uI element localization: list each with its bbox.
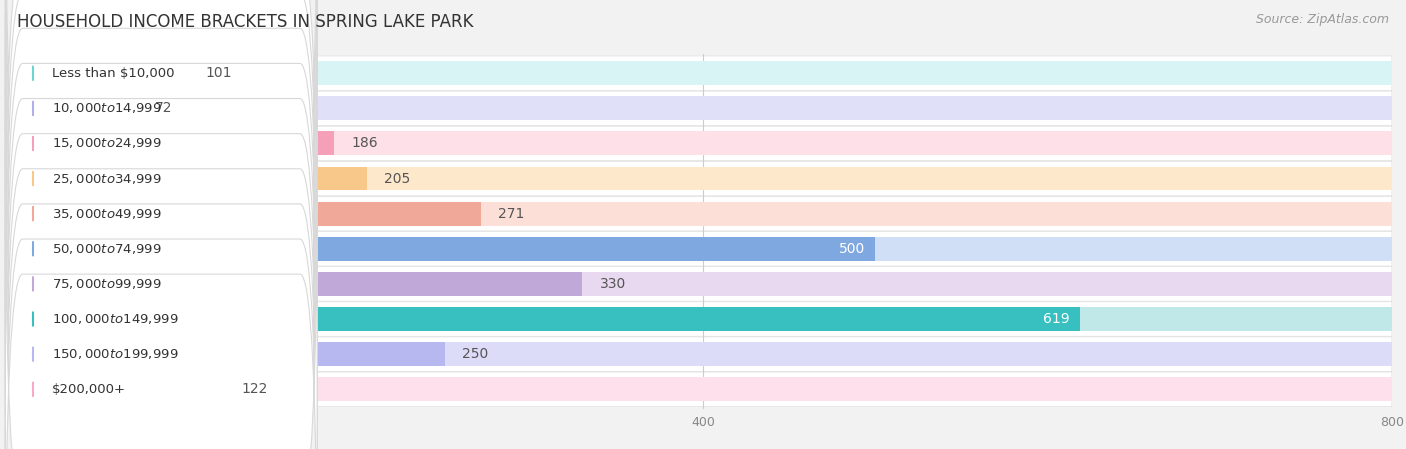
Text: $15,000 to $24,999: $15,000 to $24,999 bbox=[52, 136, 162, 150]
FancyBboxPatch shape bbox=[14, 302, 1392, 336]
Text: Source: ZipAtlas.com: Source: ZipAtlas.com bbox=[1256, 13, 1389, 26]
Bar bbox=[14, 342, 444, 366]
Text: 72: 72 bbox=[155, 101, 173, 115]
FancyBboxPatch shape bbox=[6, 118, 318, 449]
Text: 271: 271 bbox=[498, 207, 524, 220]
Bar bbox=[14, 202, 481, 225]
Text: 122: 122 bbox=[242, 382, 267, 396]
FancyBboxPatch shape bbox=[6, 0, 318, 309]
Bar bbox=[14, 377, 1392, 401]
Bar bbox=[14, 132, 1392, 155]
Bar bbox=[14, 97, 1392, 120]
Bar bbox=[14, 132, 335, 155]
Bar bbox=[14, 377, 224, 401]
FancyBboxPatch shape bbox=[14, 126, 1392, 161]
FancyBboxPatch shape bbox=[14, 267, 1392, 301]
Bar bbox=[14, 97, 138, 120]
Text: $50,000 to $74,999: $50,000 to $74,999 bbox=[52, 242, 162, 256]
FancyBboxPatch shape bbox=[6, 48, 318, 449]
FancyBboxPatch shape bbox=[6, 0, 318, 449]
Bar bbox=[14, 307, 1080, 331]
Text: $75,000 to $99,999: $75,000 to $99,999 bbox=[52, 277, 162, 291]
Bar bbox=[14, 61, 188, 85]
Bar bbox=[14, 237, 1392, 261]
FancyBboxPatch shape bbox=[14, 197, 1392, 231]
Bar bbox=[14, 237, 876, 261]
Text: 186: 186 bbox=[352, 136, 378, 150]
FancyBboxPatch shape bbox=[14, 232, 1392, 266]
Text: 205: 205 bbox=[384, 172, 411, 185]
Text: $100,000 to $149,999: $100,000 to $149,999 bbox=[52, 312, 179, 326]
Bar bbox=[14, 307, 1392, 331]
Text: $25,000 to $34,999: $25,000 to $34,999 bbox=[52, 172, 162, 185]
Bar bbox=[14, 272, 582, 296]
FancyBboxPatch shape bbox=[14, 372, 1392, 406]
FancyBboxPatch shape bbox=[14, 161, 1392, 196]
FancyBboxPatch shape bbox=[14, 91, 1392, 126]
Text: $35,000 to $49,999: $35,000 to $49,999 bbox=[52, 207, 162, 220]
FancyBboxPatch shape bbox=[6, 13, 318, 449]
Text: $150,000 to $199,999: $150,000 to $199,999 bbox=[52, 347, 179, 361]
Bar bbox=[14, 202, 1392, 225]
Text: 101: 101 bbox=[205, 66, 232, 80]
FancyBboxPatch shape bbox=[6, 0, 318, 344]
Text: 500: 500 bbox=[838, 242, 865, 256]
FancyBboxPatch shape bbox=[14, 56, 1392, 90]
Bar bbox=[14, 167, 1392, 190]
Text: Less than $10,000: Less than $10,000 bbox=[52, 67, 174, 79]
Bar bbox=[14, 167, 367, 190]
FancyBboxPatch shape bbox=[6, 83, 318, 449]
Bar bbox=[14, 272, 1392, 296]
Text: 250: 250 bbox=[463, 347, 488, 361]
Text: $200,000+: $200,000+ bbox=[52, 383, 127, 396]
FancyBboxPatch shape bbox=[14, 337, 1392, 371]
FancyBboxPatch shape bbox=[6, 153, 318, 449]
Bar bbox=[14, 342, 1392, 366]
FancyBboxPatch shape bbox=[6, 0, 318, 414]
Text: HOUSEHOLD INCOME BRACKETS IN SPRING LAKE PARK: HOUSEHOLD INCOME BRACKETS IN SPRING LAKE… bbox=[17, 13, 474, 31]
Text: $10,000 to $14,999: $10,000 to $14,999 bbox=[52, 101, 162, 115]
Bar bbox=[14, 61, 1392, 85]
Text: 330: 330 bbox=[599, 277, 626, 291]
Text: 619: 619 bbox=[1043, 312, 1070, 326]
FancyBboxPatch shape bbox=[6, 0, 318, 379]
